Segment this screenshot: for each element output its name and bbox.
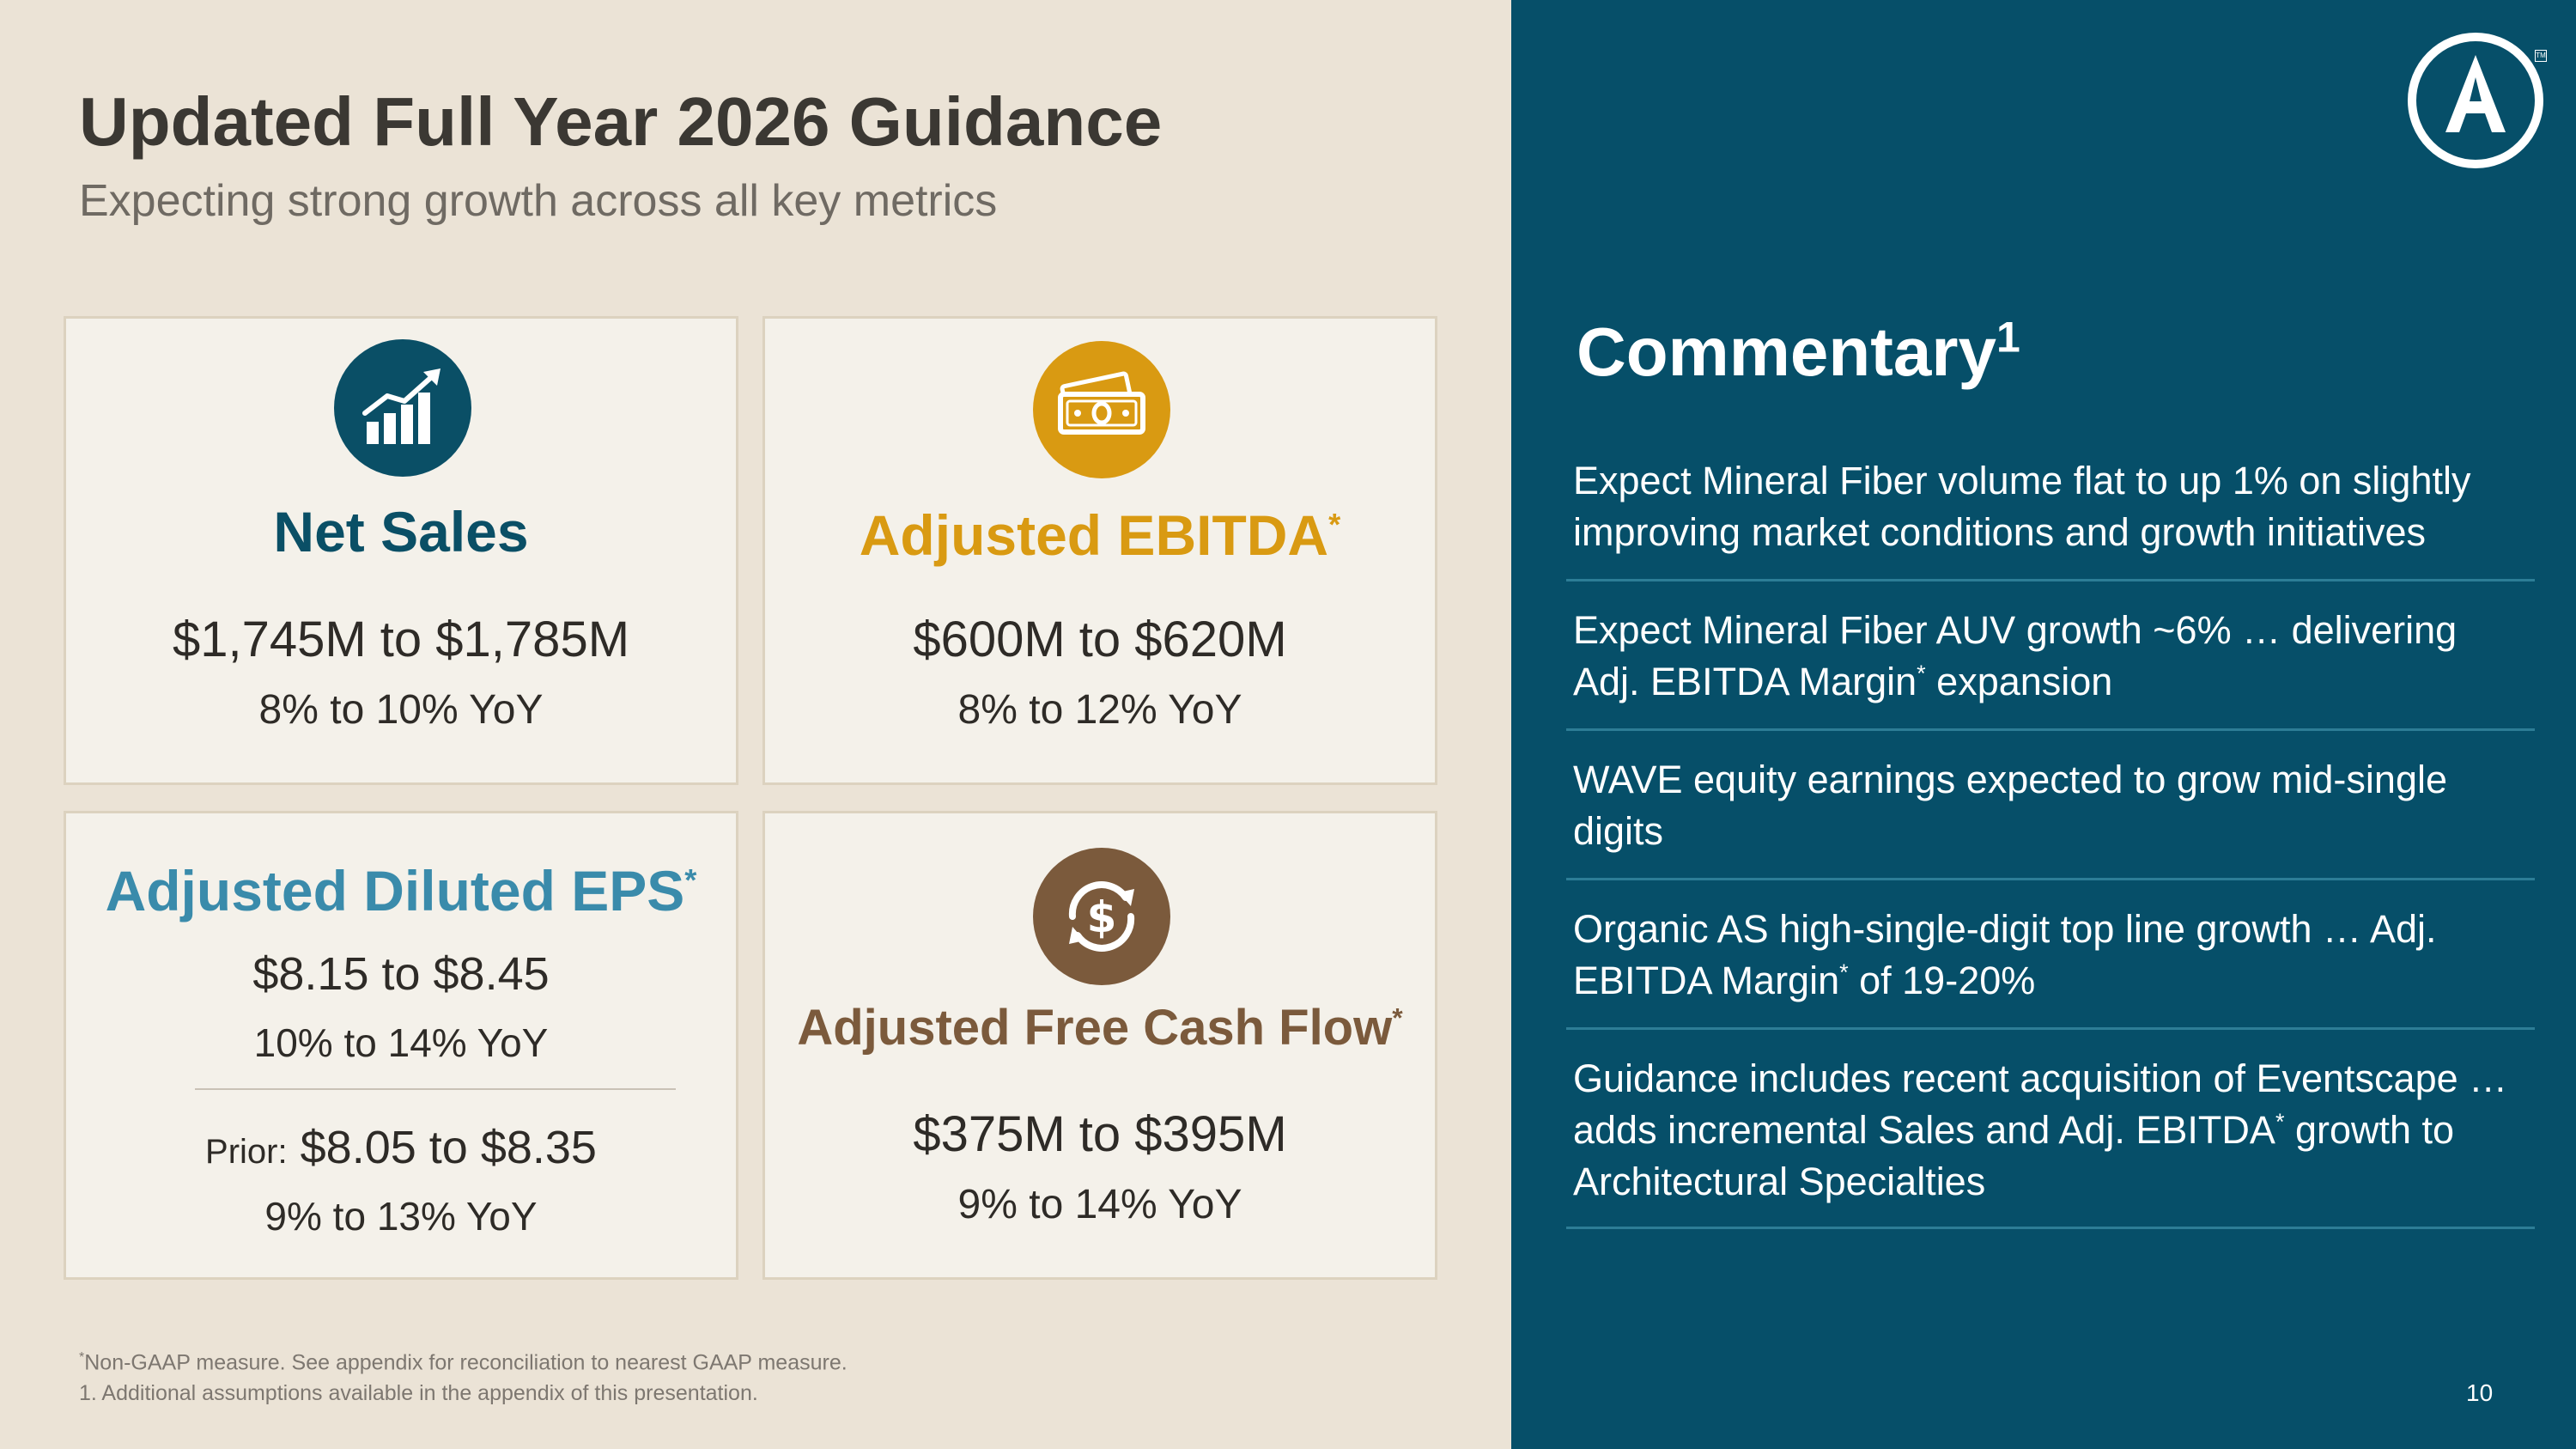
commentary-rule-1 [1566, 579, 2535, 581]
ebitda-card: Adjusted EBITDA* $600M to $620M 8% to 12… [762, 316, 1437, 785]
commentary-item-4: Organic AS high-single-digit top line gr… [1573, 904, 2526, 1007]
dollar-cycle-icon: $ [1033, 848, 1170, 985]
ebitda-title-text: Adjusted EBITDA [859, 503, 1329, 567]
fcf-title: Adjusted Free Cash Flow* [765, 999, 1435, 1056]
commentary-item-1: Expect Mineral Fiber volume flat to up 1… [1573, 459, 2471, 554]
commentary-item-5-post: growth to Architectural Specialties [1573, 1108, 2455, 1203]
commentary-item-5-sup: * [2275, 1109, 2285, 1135]
commentary-rule-2 [1566, 728, 2535, 731]
commentary-rule-4 [1566, 1027, 2535, 1030]
ebitda-yoy: 8% to 12% YoY [957, 687, 1242, 733]
eps-asterisk: * [684, 862, 697, 898]
eps-prior-yoy: 9% to 13% YoY [264, 1194, 538, 1239]
footnote-line1: Non-GAAP measure. See appendix for recon… [84, 1350, 848, 1375]
commentary-item-3: WAVE equity earnings expected to grow mi… [1573, 758, 2447, 853]
eps-prior: Prior: $8.05 to $8.35 [66, 1121, 736, 1174]
armstrong-a-logo-icon [2408, 33, 2543, 168]
commentary-title: Commentary1 [1577, 313, 2020, 392]
net-sales-card: Net Sales $1,745M to $1,785M 8% to 10% Y… [64, 316, 738, 785]
trademark-mark: TM [2535, 50, 2547, 62]
page-number: 10 [2466, 1379, 2494, 1406]
commentary-title-sup: 1 [1996, 313, 2020, 362]
commentary-item-2: Expect Mineral Fiber AUV growth ~6% … de… [1573, 605, 2526, 708]
eps-prior-range: $8.05 to $8.35 [300, 1122, 597, 1173]
commentary-item-2-post: expansion [1925, 660, 2113, 703]
svg-text:$: $ [1087, 892, 1117, 942]
right-panel [1511, 0, 2576, 1449]
net-sales-yoy: 8% to 10% YoY [258, 687, 544, 733]
commentary-item-2-text: Expect Mineral Fiber AUV growth ~6% … de… [1573, 608, 2458, 703]
commentary-rule-3 [1566, 878, 2535, 880]
commentary-item-4-sup: * [1839, 959, 1849, 985]
commentary-title-text: Commentary [1577, 314, 1997, 390]
eps-range: $8.15 to $8.45 [252, 948, 550, 1000]
footnote-assumptions: 1. Additional assumptions available in t… [79, 1381, 758, 1405]
net-sales-range: $1,745M to $1,785M [172, 612, 630, 667]
eps-title-text: Adjusted Diluted EPS [105, 859, 685, 922]
ebitda-title: Adjusted EBITDA* [765, 502, 1435, 568]
eps-yoy: 10% to 14% YoY [253, 1020, 549, 1065]
fcf-yoy: 9% to 14% YoY [957, 1182, 1242, 1227]
commentary-item-2-sup: * [1917, 661, 1926, 686]
page-title: Updated Full Year 2026 Guidance [79, 83, 1163, 160]
eps-divider [195, 1088, 676, 1090]
growth-chart-icon [334, 339, 471, 477]
ebitda-range: $600M to $620M [913, 612, 1287, 667]
eps-title: Adjusted Diluted EPS* [66, 858, 736, 923]
eps-card: Adjusted Diluted EPS* $8.15 to $8.45 10%… [64, 811, 738, 1280]
commentary-item-4-text: Organic AS high-single-digit top line gr… [1573, 907, 2437, 1002]
cash-bills-icon [1033, 341, 1170, 478]
net-sales-title: Net Sales [273, 500, 529, 563]
footnote-mark: * [79, 1350, 85, 1365]
commentary-item-5-text: Guidance includes recent acquisition of … [1573, 1056, 2508, 1152]
commentary-item-5: Guidance includes recent acquisition of … [1573, 1053, 2526, 1208]
fcf-card: $ Adjusted Free Cash Flow* $375M to $395… [762, 811, 1437, 1280]
eps-prior-label: Prior: [205, 1133, 288, 1171]
page-subtitle: Expecting strong growth across all key m… [79, 176, 998, 226]
footnote-non-gaap: *Non-GAAP measure. See appendix for reco… [79, 1350, 848, 1375]
fcf-range: $375M to $395M [913, 1106, 1287, 1162]
fcf-title-text: Adjusted Free Cash Flow [797, 1000, 1393, 1056]
ebitda-asterisk: * [1328, 507, 1341, 542]
commentary-item-4-post: of 19-20% [1848, 959, 2036, 1002]
commentary-rule-5 [1566, 1227, 2535, 1229]
fcf-asterisk: * [1392, 1002, 1403, 1033]
